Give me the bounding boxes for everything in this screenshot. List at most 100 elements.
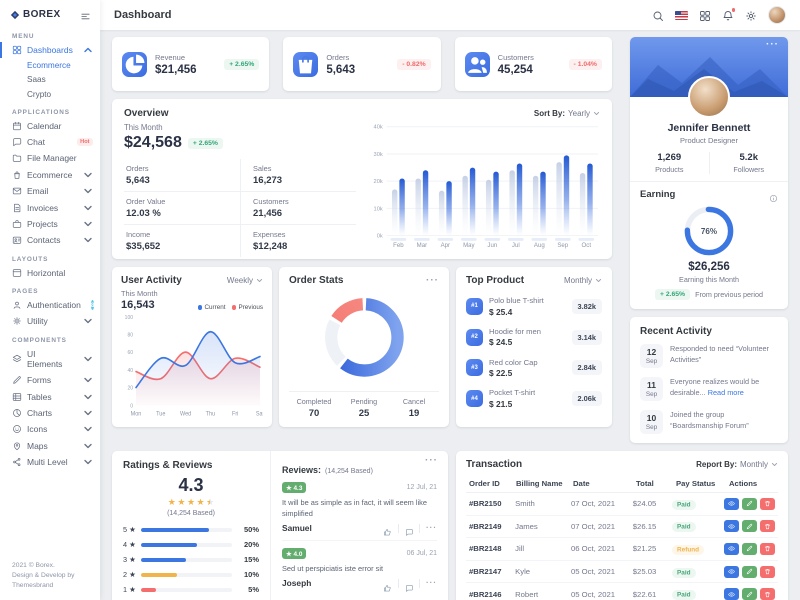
svg-text:Wed: Wed [180, 411, 191, 417]
top-product-item[interactable]: #2 Hoodie for men $ 24.5 3.14k [466, 327, 602, 347]
sidebar-item-invoices[interactable]: Invoices [0, 199, 100, 215]
recent-activity-card: Recent Activity 12 Sep Responded to need “… [630, 317, 788, 443]
sidebar-item-file-manager[interactable]: File Manager [0, 150, 100, 166]
sidebar-item-charts[interactable]: Charts [0, 405, 100, 421]
del-button[interactable] [760, 497, 776, 510]
sidebar-item-email[interactable]: Email [0, 183, 100, 199]
info-icon[interactable] [769, 190, 778, 203]
edit-button[interactable] [742, 520, 758, 533]
sidebar-item-ecommerce[interactable]: Ecommerce [0, 167, 100, 183]
menu-toggle-icon[interactable] [80, 9, 91, 20]
star-count-label: 2 ★ [123, 570, 136, 579]
view-button[interactable] [724, 542, 740, 555]
edit-button[interactable] [742, 588, 758, 600]
apps-grid-icon[interactable] [699, 9, 711, 21]
settings-gear-icon[interactable] [745, 9, 757, 21]
sidebar-item-dashboards[interactable]: Dashboards [0, 42, 100, 59]
overview-period-label: This Month [124, 123, 163, 132]
sidebar-item-ui-elements[interactable]: UI Elements [0, 346, 100, 372]
top-product-item[interactable]: #1 Polo blue T-shirt $ 25.4 3.82k [466, 296, 602, 317]
sidebar-item-authentication[interactable]: Authentication 8 [0, 297, 100, 313]
comment-icon[interactable] [405, 524, 414, 537]
rating-percent: 15% [243, 555, 259, 564]
sidebar-item-horizontal[interactable]: Horizontal [0, 265, 100, 281]
thumbs-up-icon[interactable] [383, 579, 392, 591]
notifications-bell-icon[interactable] [722, 8, 735, 21]
search-icon[interactable] [652, 9, 664, 21]
sidebar-item-label: Calendar [27, 120, 62, 131]
top-product-item[interactable]: #4 Pocket T-shirt $ 21.5 2.06k [466, 388, 602, 409]
sidebar-item-utility[interactable]: Utility [0, 313, 100, 329]
sidebar-item-contacts[interactable]: Contacts [0, 232, 100, 248]
sidebar-item-calendar[interactable]: Calendar [0, 118, 100, 134]
overview-amount: $24,568 [124, 134, 182, 151]
svg-text:100: 100 [125, 315, 133, 321]
chevron-down-icon [83, 392, 93, 402]
contacts-icon [12, 235, 22, 245]
edit-button[interactable] [742, 542, 758, 555]
order-stat-completed: Completed 70 [289, 397, 339, 419]
del-button[interactable] [760, 565, 776, 578]
transaction-report-dropdown[interactable]: Report By: Monthly [696, 460, 778, 469]
stat-card-customers: Customers 45,254 - 1.04% [454, 37, 612, 91]
stat-value: 5,643 [326, 63, 356, 76]
order-stat-value: 70 [308, 408, 320, 419]
thumbs-up-icon[interactable] [383, 524, 392, 536]
order-stat-label: Cancel [402, 397, 426, 406]
view-button[interactable] [724, 497, 740, 510]
reviews-menu-icon[interactable]: ··· [425, 455, 438, 466]
sidebar-item-chat[interactable]: Chat Hot [0, 134, 100, 150]
profile-menu-icon[interactable]: ··· [766, 39, 779, 50]
sidebar-subitem-crypto[interactable]: Crypto [27, 89, 52, 99]
rating-distribution: 5 ★ 50% 4 ★ 20% 3 ★ 15% 2 ★ 10% 1 ★ 5% [123, 525, 259, 594]
sidebar-item-forms[interactable]: Forms [0, 372, 100, 388]
edit-button[interactable] [742, 565, 758, 578]
transaction-card: Transaction Report By: Monthly Order ID B… [456, 451, 788, 600]
chevron-down-icon [83, 441, 93, 451]
svg-text:Sat: Sat [256, 411, 263, 417]
sidebar-item-label: UI Elements [27, 348, 63, 369]
sidebar-item-maps[interactable]: Maps [0, 438, 100, 454]
svg-text:Tue: Tue [156, 411, 166, 417]
order-stats-menu-icon[interactable]: ··· [426, 274, 439, 286]
review-more-icon[interactable]: ··· [426, 523, 437, 533]
order-stat-label: Completed [296, 397, 332, 406]
sidebar-subitem-saas[interactable]: Saas [27, 75, 46, 85]
language-flag-icon[interactable] [675, 10, 688, 20]
review-actions: ··· [383, 523, 437, 537]
brand-logo[interactable]: BOREX [10, 9, 61, 20]
stat-label: Customers [497, 52, 534, 62]
top-product-item[interactable]: #3 Red color Cap $ 22.5 2.84k [466, 358, 602, 378]
authentication-icon [12, 300, 22, 310]
user-avatar[interactable] [768, 6, 786, 24]
svg-text:Aug: Aug [534, 243, 545, 249]
sidebar-subitem-ecommerce[interactable]: Ecommerce [27, 61, 71, 71]
view-button[interactable] [724, 520, 740, 533]
column-header: Total [636, 478, 654, 488]
svg-text:76%: 76% [701, 227, 717, 236]
billing-name: Robert [515, 589, 539, 599]
sidebar-item-projects[interactable]: Projects [0, 216, 100, 232]
activity-text: Joined the group “Boardsmanship Forum” [670, 410, 749, 430]
del-button[interactable] [760, 588, 776, 600]
edit-button[interactable] [742, 497, 758, 510]
sidebar-item-icons[interactable]: Icons [0, 421, 100, 437]
read-more-link[interactable]: Read more [707, 387, 744, 397]
overview-sort-dropdown[interactable]: Sort By: Yearly [534, 109, 600, 118]
review-more-icon[interactable]: ··· [426, 578, 437, 588]
chevron-down-icon [83, 375, 93, 385]
profile-stat-products: 1,269 Products [630, 152, 709, 174]
del-button[interactable] [760, 520, 776, 533]
hot-badge: Hot [76, 138, 93, 147]
del-button[interactable] [760, 542, 776, 555]
comment-icon[interactable] [405, 579, 414, 592]
view-button[interactable] [724, 588, 740, 600]
view-button[interactable] [724, 565, 740, 578]
user-activity-filter-dropdown[interactable]: Weekly [227, 276, 263, 285]
sidebar-item-tables[interactable]: Tables [0, 388, 100, 404]
user-activity-filter-value: Weekly [226, 276, 253, 285]
top-product-filter-dropdown[interactable]: Monthly [564, 276, 602, 285]
profile-avatar [688, 76, 730, 118]
pay-status: Paid [669, 495, 721, 514]
sidebar-item-multi-level[interactable]: Multi Level [0, 454, 100, 470]
